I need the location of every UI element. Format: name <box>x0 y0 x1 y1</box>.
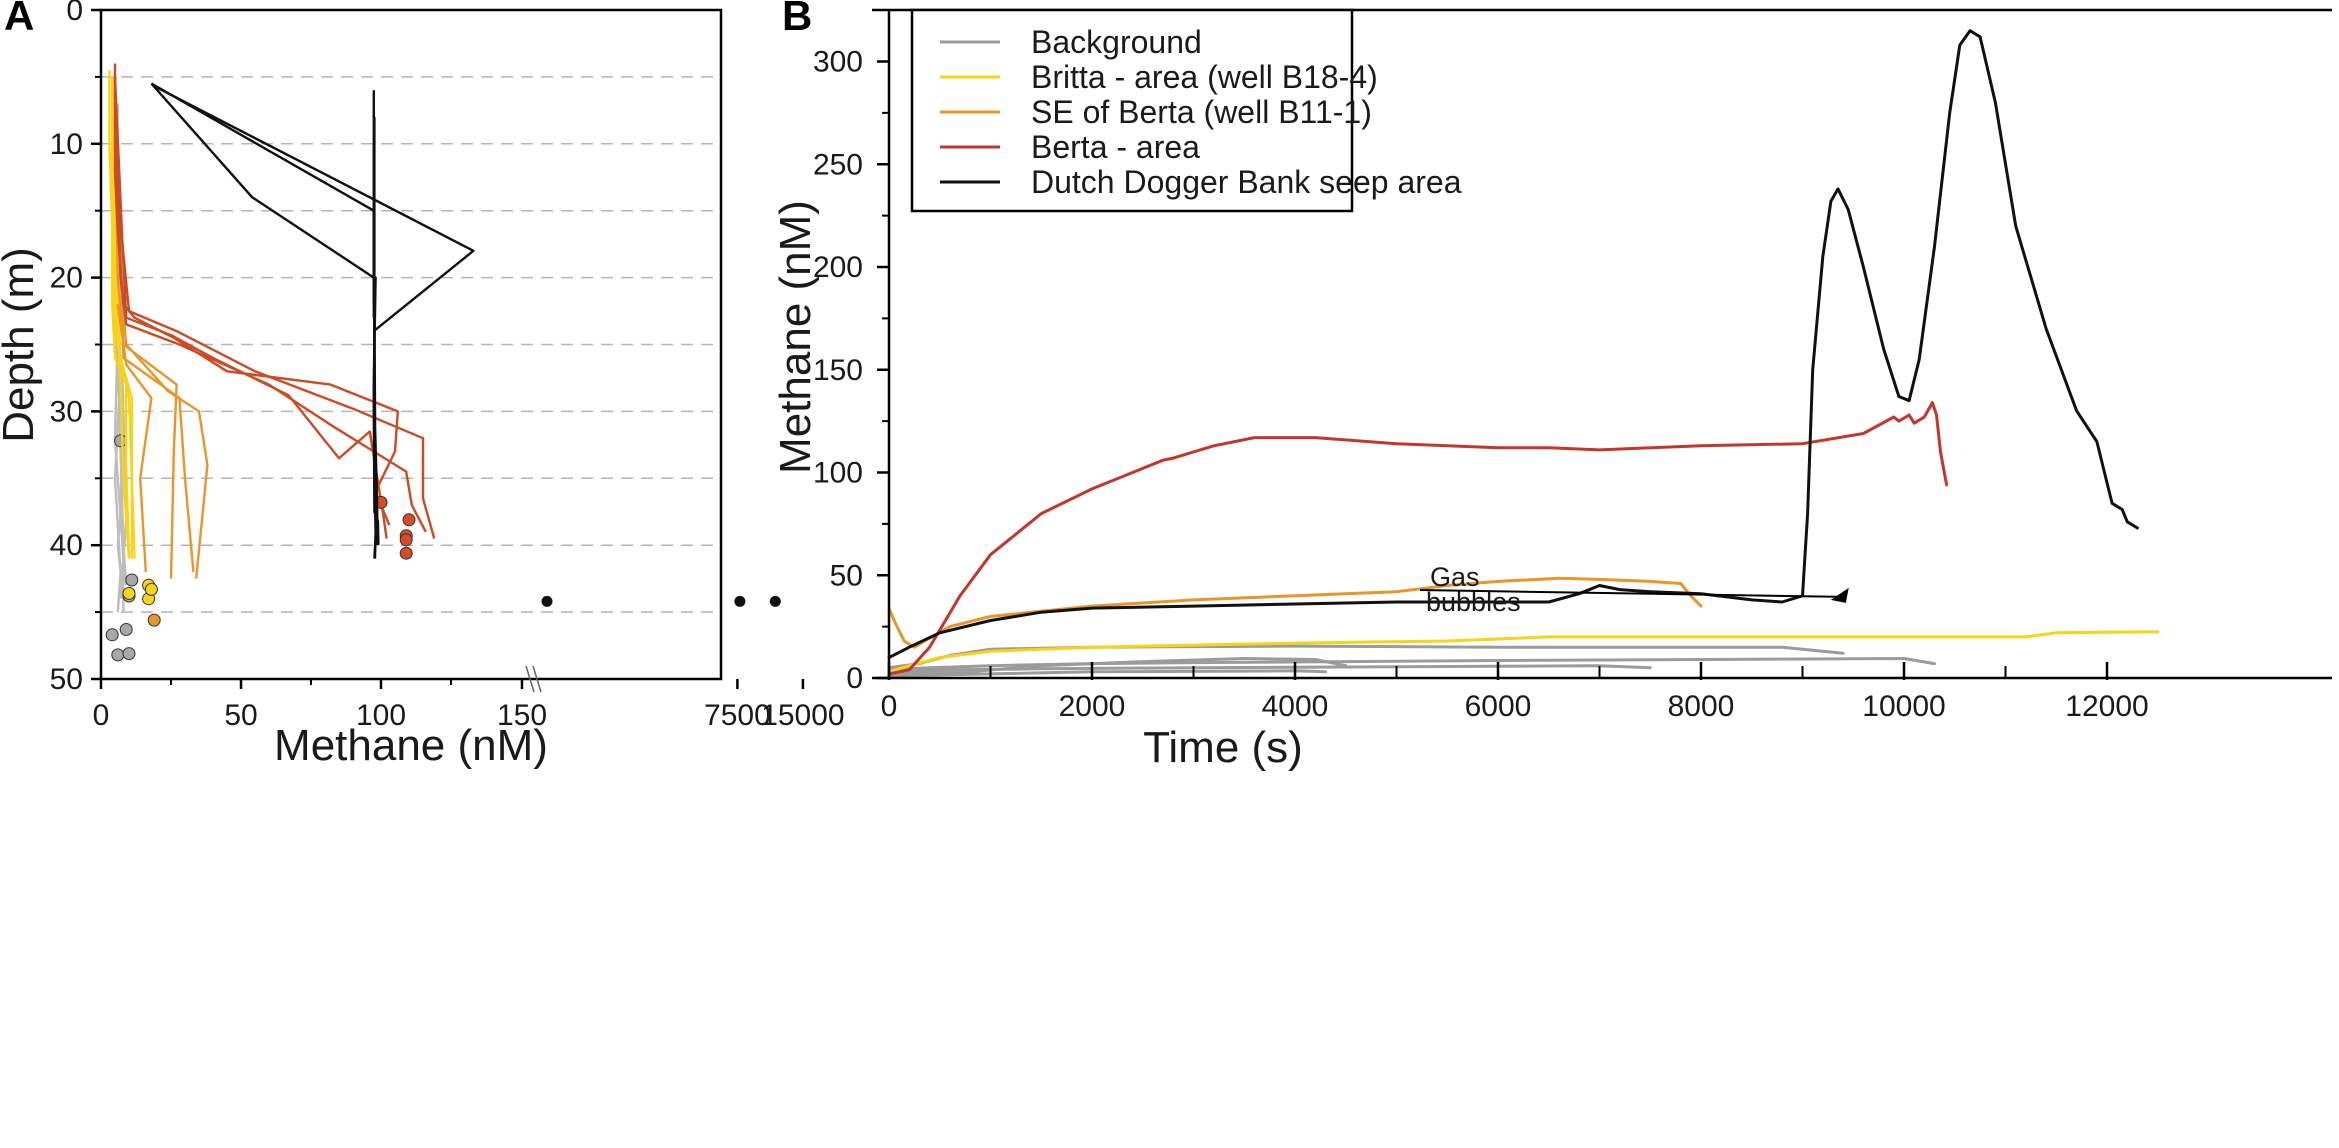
line-britta-area-well-b18-4-1 <box>887 630 2160 674</box>
b-x-tick-label: 4000 <box>1262 690 1329 723</box>
a-series-britta-area-well-b18-4 <box>108 70 158 606</box>
a-series-dutch-dogger-bank-seep-area <box>150 82 781 607</box>
a-x-tick-label: 0 <box>93 699 110 732</box>
a-x-tick-label: 7500 <box>704 699 771 732</box>
b-y-tick-label: 150 <box>813 354 863 387</box>
b-y-tick-label: 0 <box>846 662 863 695</box>
a-y-tick-label: 20 <box>50 262 83 295</box>
profile-berta-area-3 <box>113 76 436 539</box>
panel-b: B 0 50 100 150 200 250 300 0 2000 4000 6000 8000 10… <box>771 0 2332 772</box>
bottom-sample-point <box>122 586 136 600</box>
profile-se-of-berta-well-b11-1-2 <box>116 143 195 573</box>
b-y-tick-label: 50 <box>830 559 863 592</box>
b-y-tick-label: 250 <box>813 148 863 181</box>
b-x-tick-label: 10000 <box>1862 690 1945 723</box>
annotation-arrow <box>1419 589 1845 598</box>
profile-britta-area-well-b18-4-4 <box>111 90 131 559</box>
legend-label-background: Background <box>1031 24 1202 60</box>
legend-label-dutch-dogger-bank-seep-area: Dutch Dogger Bank seep area <box>1031 164 1462 200</box>
b-series-background <box>887 644 1936 678</box>
panel-a-y-axis-title: Depth (m) <box>0 247 43 443</box>
a-x-tick-label: 100 <box>356 699 406 732</box>
b-x-tick-label: 0 <box>881 690 898 723</box>
bottom-sample-point <box>734 595 746 607</box>
profile-dutch-dogger-bank-seep-area-3 <box>156 86 475 333</box>
panel-a-label: A <box>4 0 34 39</box>
a-y-tick-label: 50 <box>50 663 83 696</box>
b-x-tick-label: 6000 <box>1465 690 1532 723</box>
a-x-tick-label: 150 <box>497 699 547 732</box>
annotation-text-line1: Gas <box>1430 562 1480 592</box>
arrow-head-icon <box>1830 587 1849 603</box>
panel-b-x-axis: 0 2000 4000 6000 8000 10000 12000 <box>881 662 2149 723</box>
annotation-text-line2: bubbles <box>1426 587 1521 617</box>
legend-label-se-of-berta-well-b11-1: SE of Berta (well B11-1) <box>1031 94 1372 130</box>
profile-berta-area-4 <box>113 90 427 533</box>
profile-dutch-dogger-bank-seep-area-2 <box>150 82 375 305</box>
bottom-sample-point <box>144 582 158 596</box>
panel-a-axis-break-icon <box>525 665 542 693</box>
a-y-tick-label: 10 <box>50 128 83 161</box>
a-series-berta-area <box>113 63 436 560</box>
bottom-sample-point <box>105 628 119 642</box>
b-x-tick-label: 12000 <box>2065 690 2148 723</box>
a-y-tick-label: 40 <box>50 529 83 562</box>
b-y-tick-label: 200 <box>813 251 863 284</box>
b-series-dutch-dogger-bank-seep-area <box>887 29 2139 659</box>
b-y-tick-label: 300 <box>813 46 863 79</box>
bottom-sample-point <box>147 613 161 627</box>
profile-britta-area-well-b18-4-1 <box>108 70 131 559</box>
bottom-sample-point <box>114 434 128 448</box>
line-berta-area-1 <box>887 401 1949 676</box>
profile-berta-area-2 <box>113 76 388 539</box>
a-x-tick-label: 15000 <box>761 699 844 732</box>
b-series-se-of-berta-well-b11-1 <box>887 576 1703 649</box>
line-background-5 <box>887 669 1327 678</box>
profile-dutch-dogger-bank-seep-area-1 <box>150 82 375 318</box>
b-y-tick-label: 100 <box>813 457 863 490</box>
panel-b-y-axis: 0 50 100 150 200 250 300 <box>813 46 889 695</box>
b-series-britta-area-well-b18-4 <box>887 630 2160 674</box>
b-series-berta-area <box>887 401 1949 676</box>
a-y-tick-label: 30 <box>50 395 83 428</box>
bottom-sample-point <box>399 533 413 547</box>
panel-a-y-axis: 0 10 20 30 40 50 <box>50 0 101 696</box>
panel-b-y-axis-title: Methane (nM) <box>771 200 820 474</box>
bottom-sample-point <box>111 648 125 662</box>
line-background-2 <box>887 657 1936 672</box>
bottom-sample-point <box>125 573 139 587</box>
panel-a-series <box>105 63 781 662</box>
panel-b-label: B <box>782 0 812 39</box>
a-x-tick-label: 50 <box>224 699 257 732</box>
b-x-tick-label: 2000 <box>1059 690 1126 723</box>
profile-dutch-dogger-bank-seep-area-7 <box>373 117 377 559</box>
legend-label-britta-area-well-b18-4: Britta - area (well B18-4) <box>1031 59 1378 95</box>
bottom-sample-point <box>399 546 413 560</box>
panel-a-x-axis-title: Methane (nM) <box>274 721 548 770</box>
profile-berta-area-1 <box>113 63 399 526</box>
line-background-4 <box>887 657 1348 676</box>
panel-b-x-axis-title: Time (s) <box>1143 723 1303 772</box>
bottom-sample-point <box>119 623 133 636</box>
a-y-tick-label: 0 <box>66 0 83 27</box>
bottom-sample-point <box>402 513 416 527</box>
bottom-sample-point <box>122 647 136 661</box>
profile-se-of-berta-well-b11-1-1 <box>113 116 178 579</box>
b-x-tick-label: 8000 <box>1668 690 1735 723</box>
legend-label-berta-area: Berta - area <box>1031 129 1200 165</box>
line-se-of-berta-well-b11-1-1 <box>887 576 1703 649</box>
profile-se-of-berta-well-b11-1-3 <box>116 250 209 579</box>
bottom-sample-point <box>541 595 553 607</box>
line-dutch-dogger-bank-seep-area-1 <box>887 29 2139 659</box>
bottom-sample-point <box>769 595 781 607</box>
profile-se-of-berta-well-b11-1-4 <box>116 304 153 573</box>
